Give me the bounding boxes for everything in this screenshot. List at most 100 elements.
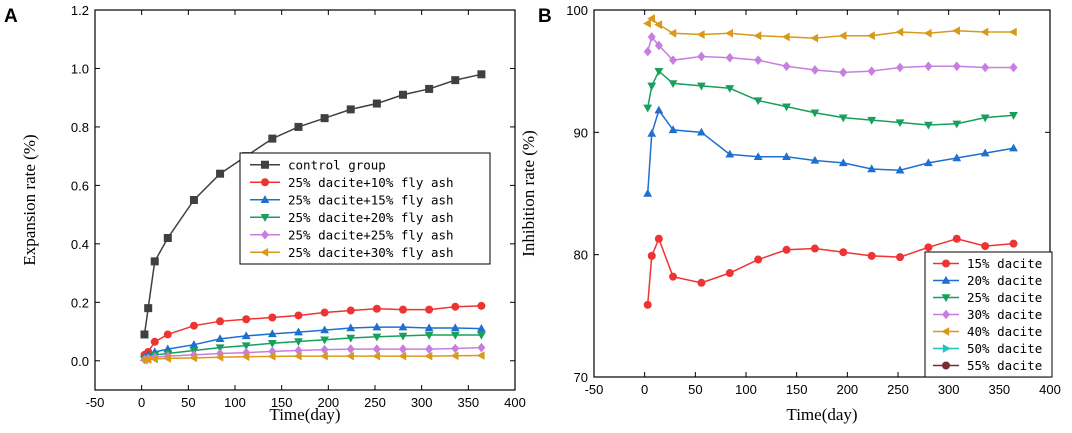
data-point (163, 234, 172, 242)
legend-marker (941, 327, 950, 336)
data-point (867, 66, 876, 76)
series-line (144, 305, 482, 356)
x-tick-label: 300 (938, 382, 960, 397)
data-point (782, 152, 791, 160)
data-point (477, 342, 486, 353)
legend-label: 25% dacite (967, 290, 1042, 305)
x-tick-label: 200 (836, 382, 858, 397)
data-point (1009, 62, 1018, 73)
y-tick-label: 0.2 (71, 295, 89, 310)
legend-marker (941, 275, 951, 284)
series-30-dacite (643, 32, 1018, 78)
legend-marker (942, 259, 950, 268)
x-axis-title: Time(day) (269, 405, 340, 424)
data-point (754, 55, 763, 65)
data-point (242, 315, 251, 324)
y-tick-label: 0.6 (71, 178, 89, 193)
data-point (1009, 112, 1018, 120)
legend-marker (942, 361, 950, 370)
data-point (952, 120, 962, 129)
data-point (450, 331, 460, 340)
data-point (189, 196, 198, 204)
data-point (895, 119, 905, 128)
x-tick-label: 50 (181, 395, 195, 410)
data-point (241, 331, 251, 340)
series-25-dacite-30-fly-ash (139, 351, 485, 365)
data-point (697, 127, 706, 136)
data-point (1009, 143, 1018, 152)
data-point (294, 327, 303, 336)
data-point (668, 80, 678, 88)
series-line (144, 334, 482, 361)
y-axis-title: Inhibition rate (%) (519, 130, 538, 257)
data-point (924, 61, 933, 72)
data-point (669, 55, 678, 65)
data-point (980, 114, 990, 123)
data-point (215, 334, 225, 343)
data-point (924, 243, 933, 252)
data-point (867, 116, 877, 125)
data-point (267, 351, 276, 361)
data-point (476, 351, 485, 360)
series-20-dacite (643, 105, 1018, 197)
data-point (241, 342, 251, 351)
series-25-dacite (643, 67, 1018, 130)
data-point (896, 253, 905, 262)
legend-label: 25% dacite+10% fly ash (288, 175, 454, 190)
x-tick-label: 150 (786, 382, 808, 397)
data-point (450, 351, 459, 361)
data-point (782, 61, 791, 72)
data-point (810, 33, 819, 43)
data-point (451, 343, 460, 354)
data-point (294, 122, 303, 131)
data-point (753, 31, 762, 41)
legend-marker (260, 214, 270, 222)
data-point (643, 188, 653, 197)
data-point (952, 234, 961, 243)
y-tick-label: 90 (574, 125, 588, 140)
data-point (867, 251, 876, 260)
data-point (838, 31, 847, 41)
series-line (646, 35, 1014, 74)
data-point (810, 65, 819, 75)
data-point (654, 105, 664, 114)
plot-frame (94, 9, 516, 391)
data-point (654, 20, 663, 30)
data-point (952, 61, 961, 72)
legend-label: 15% dacite (967, 256, 1042, 271)
legend-label: 25% dacite+20% fly ash (288, 210, 454, 225)
legend-label: 25% dacite+25% fly ash (288, 227, 454, 242)
data-point (981, 242, 990, 251)
data-point (398, 351, 407, 361)
series-line (144, 354, 482, 361)
data-point (450, 323, 460, 332)
legend-label: 55% dacite (967, 358, 1042, 373)
data-point (372, 304, 381, 313)
x-tick-label: 100 (735, 382, 757, 397)
data-point (654, 234, 663, 243)
data-point (924, 121, 933, 130)
data-point (398, 322, 408, 331)
data-point (215, 344, 225, 353)
x-tick-label: 400 (1039, 382, 1061, 397)
y-tick-label: 70 (574, 370, 588, 385)
data-point (980, 27, 989, 37)
series-40-dacite (643, 14, 1017, 43)
legend-label: 25% dacite+15% fly ash (288, 192, 454, 207)
data-point (399, 90, 407, 99)
data-point (838, 114, 848, 123)
data-point (372, 351, 381, 361)
data-point (346, 105, 355, 114)
x-tick-label: 200 (317, 395, 339, 410)
data-point (424, 331, 434, 340)
data-point (477, 324, 486, 332)
data-point (654, 40, 663, 51)
data-point (320, 344, 329, 355)
data-point (451, 302, 460, 311)
data-point (647, 128, 657, 137)
series-line (647, 17, 1014, 39)
data-point (150, 337, 159, 346)
series-control-group (140, 70, 486, 339)
data-point (425, 84, 434, 93)
legend-box (239, 152, 491, 265)
